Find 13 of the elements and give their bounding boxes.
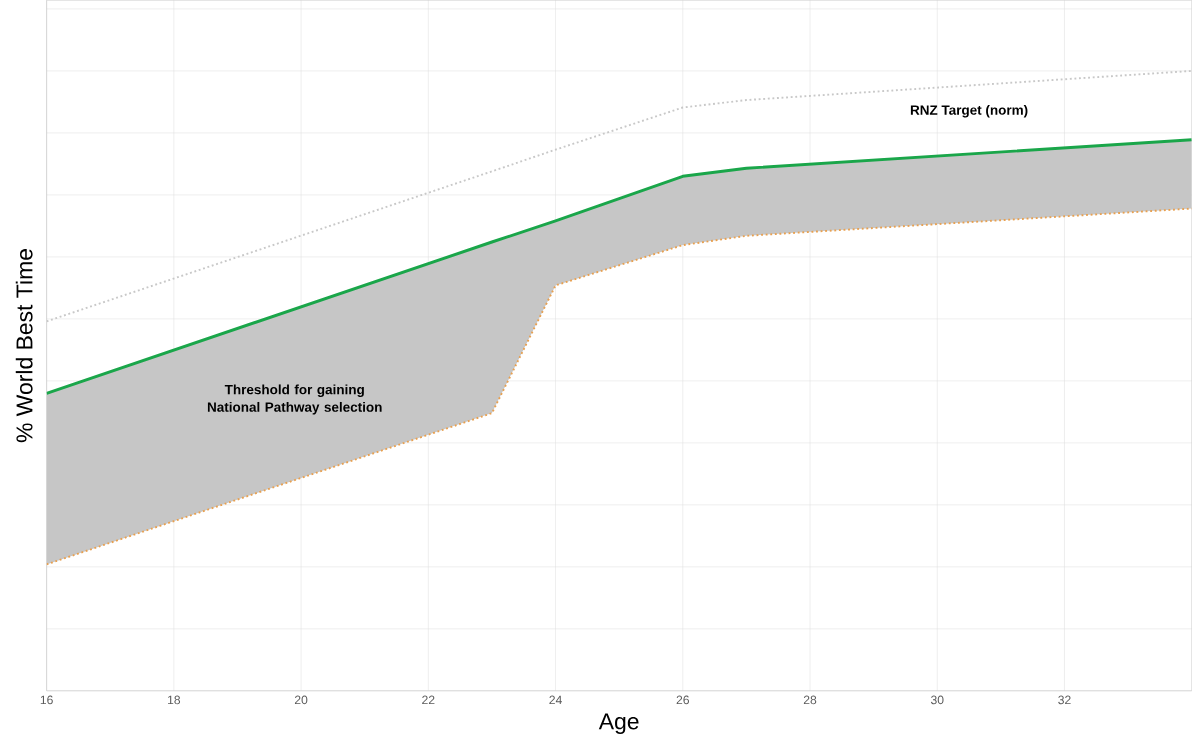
annotation: RNZ Target (norm)	[910, 104, 1028, 118]
x-tick-label: 30	[930, 695, 944, 704]
x-tick-label: 20	[294, 695, 308, 704]
x-tick-label: 18	[168, 695, 181, 704]
x-tick-label: 24	[549, 695, 562, 704]
x-axis-title: Age	[598, 713, 639, 734]
x-tick-label: 22	[422, 695, 435, 704]
x-tick-label: 16	[40, 695, 53, 704]
x-tick-label: 28	[803, 695, 817, 704]
annotation: Threshold for gaining National Pathway selection	[207, 384, 382, 415]
x-tick-label: 26	[676, 695, 690, 704]
x-tick-label: 32	[1058, 695, 1071, 704]
y-axis-title: % World Best Time	[15, 248, 33, 442]
